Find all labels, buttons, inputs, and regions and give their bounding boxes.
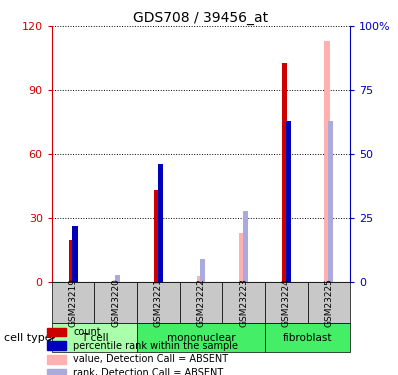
Bar	[324, 41, 330, 282]
Bar	[286, 121, 291, 282]
Bar	[47, 341, 66, 350]
Bar	[72, 226, 78, 282]
Text: GSM23220: GSM23220	[111, 278, 120, 327]
Bar	[222, 282, 265, 323]
Bar	[94, 282, 137, 323]
Text: count: count	[73, 327, 101, 337]
Text: fibroblast: fibroblast	[283, 333, 332, 343]
Bar	[115, 274, 120, 282]
Text: value, Detection Call = ABSENT: value, Detection Call = ABSENT	[73, 354, 228, 364]
Bar	[265, 323, 350, 352]
Bar	[197, 276, 202, 282]
Bar	[52, 323, 137, 352]
Bar	[265, 282, 308, 323]
Text: rank, Detection Call = ABSENT: rank, Detection Call = ABSENT	[73, 368, 223, 375]
Text: cell type: cell type	[4, 333, 52, 343]
Text: GSM23223: GSM23223	[239, 278, 248, 327]
Bar	[47, 328, 66, 336]
Text: GSM23225: GSM23225	[324, 278, 334, 327]
Bar	[308, 282, 350, 323]
Bar	[179, 282, 222, 323]
Bar	[243, 210, 248, 282]
Text: GSM23221: GSM23221	[154, 278, 163, 327]
Bar	[328, 121, 334, 282]
Text: T cell: T cell	[80, 333, 108, 343]
Text: GSM23224: GSM23224	[282, 278, 291, 327]
Text: percentile rank within the sample: percentile rank within the sample	[73, 341, 238, 351]
Bar	[239, 233, 244, 282]
Bar	[137, 323, 265, 352]
Bar	[47, 369, 66, 375]
Text: GSM23222: GSM23222	[197, 278, 205, 327]
Text: mononuclear: mononuclear	[167, 333, 235, 343]
Title: GDS708 / 39456_at: GDS708 / 39456_at	[133, 11, 269, 25]
Bar	[47, 355, 66, 364]
Bar	[154, 190, 159, 282]
Bar	[200, 259, 205, 282]
Text: GSM23219: GSM23219	[68, 278, 78, 327]
Bar	[68, 240, 74, 282]
Bar	[52, 282, 94, 323]
Bar	[282, 63, 287, 282]
Bar	[137, 282, 179, 323]
Bar	[158, 165, 163, 282]
